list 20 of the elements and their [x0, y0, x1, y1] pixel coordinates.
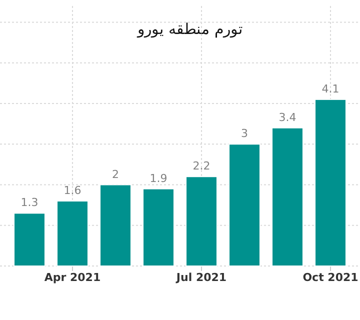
bar	[14, 212, 46, 266]
x-tick-label: Jul 2021	[175, 271, 227, 284]
bar	[100, 184, 132, 266]
data-label: 1.6	[64, 184, 82, 197]
bar	[314, 98, 346, 266]
data-label: 1.3	[20, 196, 38, 210]
x-tick-label: Apr 2021	[44, 271, 101, 284]
bar	[56, 200, 88, 266]
text: تورم منطقه یورو	[136, 20, 242, 38]
data-label: 2.2	[192, 160, 210, 173]
data-label: 4.1	[322, 82, 340, 96]
bar	[142, 188, 174, 266]
data-label: 1.9	[150, 172, 168, 185]
bar	[186, 176, 218, 266]
data-label: 3	[241, 127, 248, 140]
data-label: 3.4	[278, 110, 296, 124]
x-tick-label: Oct 2021	[302, 271, 358, 284]
data-label: 2	[112, 168, 119, 181]
bar	[228, 144, 260, 266]
bar	[272, 127, 304, 266]
